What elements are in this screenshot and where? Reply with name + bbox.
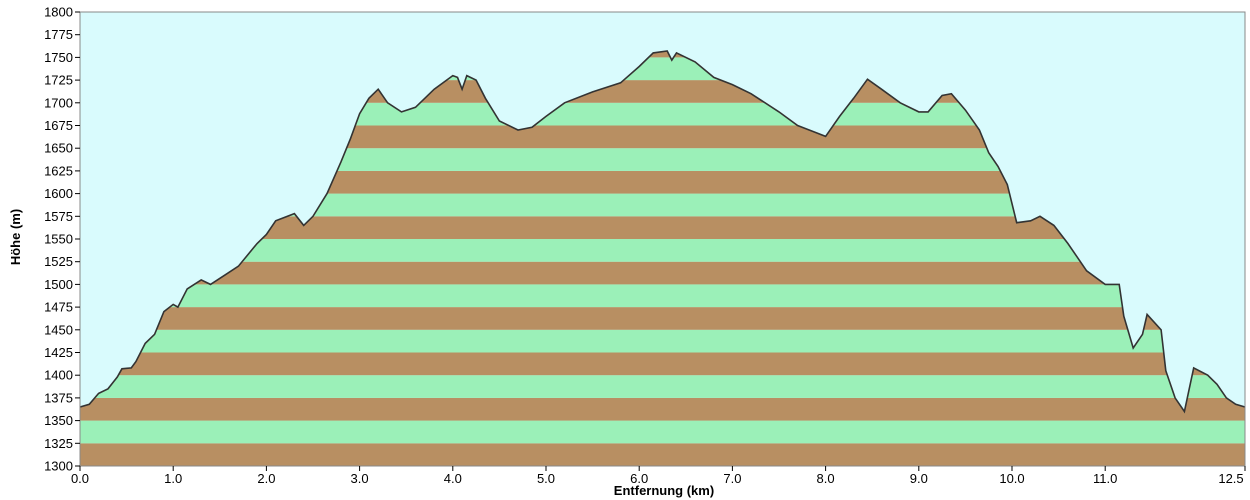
x-tick-label: 4.0 — [444, 471, 462, 486]
elevation-band — [80, 352, 1245, 376]
elevation-band — [80, 170, 1245, 194]
elevation-band — [80, 148, 1245, 171]
elevation-band — [80, 216, 1245, 239]
elevation-band — [80, 443, 1245, 466]
x-tick-label: 5.0 — [537, 471, 555, 486]
elevation-band — [80, 329, 1245, 353]
x-tick-label: 9.0 — [910, 471, 928, 486]
elevation-band — [80, 397, 1245, 421]
y-tick-label: 1425 — [44, 345, 73, 360]
elevation-band — [80, 193, 1245, 217]
y-tick-label: 1575 — [44, 209, 73, 224]
elevation-band — [80, 102, 1245, 126]
y-tick-label: 1700 — [44, 95, 73, 110]
x-axis-label: Entfernung (km) — [614, 483, 714, 498]
x-tick-label: 1.0 — [164, 471, 182, 486]
y-tick-label: 1350 — [44, 413, 73, 428]
y-tick-label: 1525 — [44, 254, 73, 269]
y-tick-label: 1625 — [44, 163, 73, 178]
x-tick-label: 3.0 — [351, 471, 369, 486]
y-axis-label: Höhe (m) — [8, 209, 23, 265]
elevation-line — [79, 50, 1246, 414]
x-tick-label: 12.5 — [1218, 471, 1243, 486]
y-tick-label: 1375 — [44, 390, 73, 405]
y-tick-label: 1675 — [44, 118, 73, 133]
elevation-band — [80, 239, 1245, 262]
x-tick-label: 7.0 — [723, 471, 741, 486]
elevation-band — [80, 420, 1245, 444]
x-tick-label: 10.0 — [999, 471, 1024, 486]
y-tick-label: 1500 — [44, 277, 73, 292]
y-tick-label: 1800 — [44, 5, 73, 20]
elevation-band — [80, 261, 1245, 285]
y-tick-label: 1550 — [44, 232, 73, 247]
y-tick-label: 1300 — [44, 459, 73, 474]
elevation-band — [80, 284, 1245, 308]
y-tick-label: 1400 — [44, 368, 73, 383]
y-tick-label: 1475 — [44, 300, 73, 315]
x-tick-label: 2.0 — [257, 471, 275, 486]
y-tick-label: 1725 — [44, 73, 73, 88]
x-tick-label: 0.0 — [71, 471, 89, 486]
area-bands — [80, 51, 1245, 466]
y-tick-label: 1750 — [44, 50, 73, 65]
y-tick-label: 1450 — [44, 322, 73, 337]
y-tick-label: 1650 — [44, 141, 73, 156]
elevation-band — [80, 375, 1245, 398]
y-tick-label: 1775 — [44, 27, 73, 42]
x-tick-label: 6.0 — [630, 471, 648, 486]
y-tick-label: 1325 — [44, 436, 73, 451]
elevation-band — [80, 307, 1245, 330]
x-tick-label: 11.0 — [1093, 471, 1117, 486]
x-tick-label: 8.0 — [817, 471, 835, 486]
elevation-band — [80, 51, 1245, 58]
y-tick-label: 1600 — [44, 186, 73, 201]
elevation-band — [80, 125, 1245, 149]
